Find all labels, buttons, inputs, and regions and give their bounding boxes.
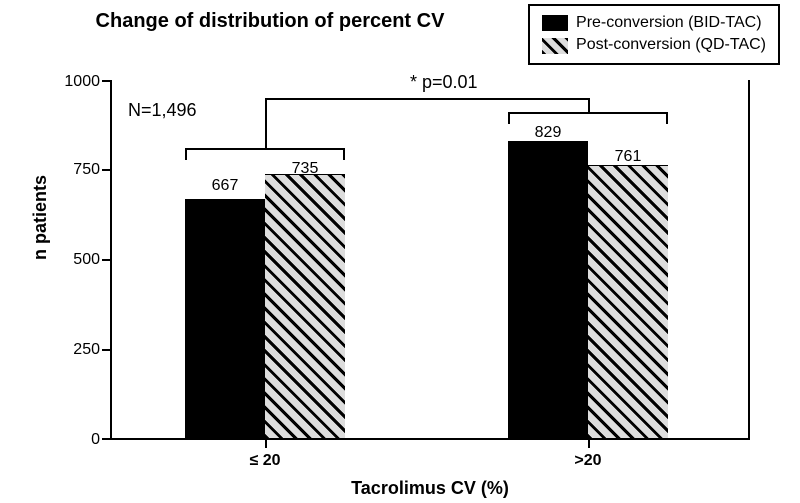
- ytick-label: 500: [50, 251, 100, 269]
- bar-le20-post: [265, 174, 345, 438]
- ytick: [102, 438, 110, 440]
- bracket-group1-r: [343, 148, 345, 160]
- bracket-group2: [508, 112, 668, 114]
- ytick-label: 250: [50, 341, 100, 359]
- bracket-group1: [185, 148, 345, 150]
- xtick-label-le20: ≤ 20: [249, 452, 280, 470]
- bar-gt20-post: [588, 165, 668, 438]
- y-axis: [110, 80, 112, 440]
- legend-swatch-solid: [542, 15, 568, 31]
- bracket-top-left-drop: [265, 98, 267, 148]
- legend-label-pre: Pre-conversion (BID-TAC): [576, 12, 762, 34]
- x-axis-label: Tacrolimus CV (%): [110, 478, 750, 499]
- bar-label-gt20-pre: 829: [535, 124, 562, 142]
- p-value-label: * p=0.01: [410, 72, 478, 93]
- bracket-top-right-drop: [588, 98, 590, 112]
- ytick: [102, 349, 110, 351]
- xtick: [265, 440, 267, 448]
- xtick-label-gt20: >20: [574, 452, 601, 470]
- bar-label-le20-pre: 667: [212, 177, 239, 195]
- ytick: [102, 169, 110, 171]
- xtick: [588, 440, 590, 448]
- bracket-group2-l: [508, 112, 510, 124]
- legend-item-pre: Pre-conversion (BID-TAC): [542, 12, 766, 34]
- chart-title: Change of distribution of percent CV: [70, 10, 470, 33]
- bar-label-le20-post: 735: [292, 160, 319, 178]
- bar-label-gt20-post: 761: [615, 148, 642, 166]
- legend: Pre-conversion (BID-TAC) Post-conversion…: [528, 4, 780, 65]
- ytick-label: 750: [50, 161, 100, 179]
- ytick-label: 1000: [50, 73, 100, 91]
- bracket-group2-r: [666, 112, 668, 124]
- ytick: [102, 80, 110, 82]
- plot-area: N=1,496 * p=0.01 667 735 829 761 ≤ 20 >2…: [110, 80, 750, 440]
- ytick-label: 0: [50, 431, 100, 449]
- bar-le20-pre: [185, 199, 265, 438]
- legend-swatch-hatch: [542, 38, 568, 54]
- x-axis: [110, 438, 750, 440]
- right-axis: [748, 80, 750, 440]
- bracket-top: [265, 98, 590, 100]
- legend-item-post: Post-conversion (QD-TAC): [542, 34, 766, 56]
- y-axis-label: n patients: [30, 175, 51, 260]
- legend-label-post: Post-conversion (QD-TAC): [576, 34, 766, 56]
- ytick: [102, 259, 110, 261]
- bracket-group1-l: [185, 148, 187, 160]
- bar-gt20-pre: [508, 141, 588, 438]
- n-label: N=1,496: [128, 100, 197, 121]
